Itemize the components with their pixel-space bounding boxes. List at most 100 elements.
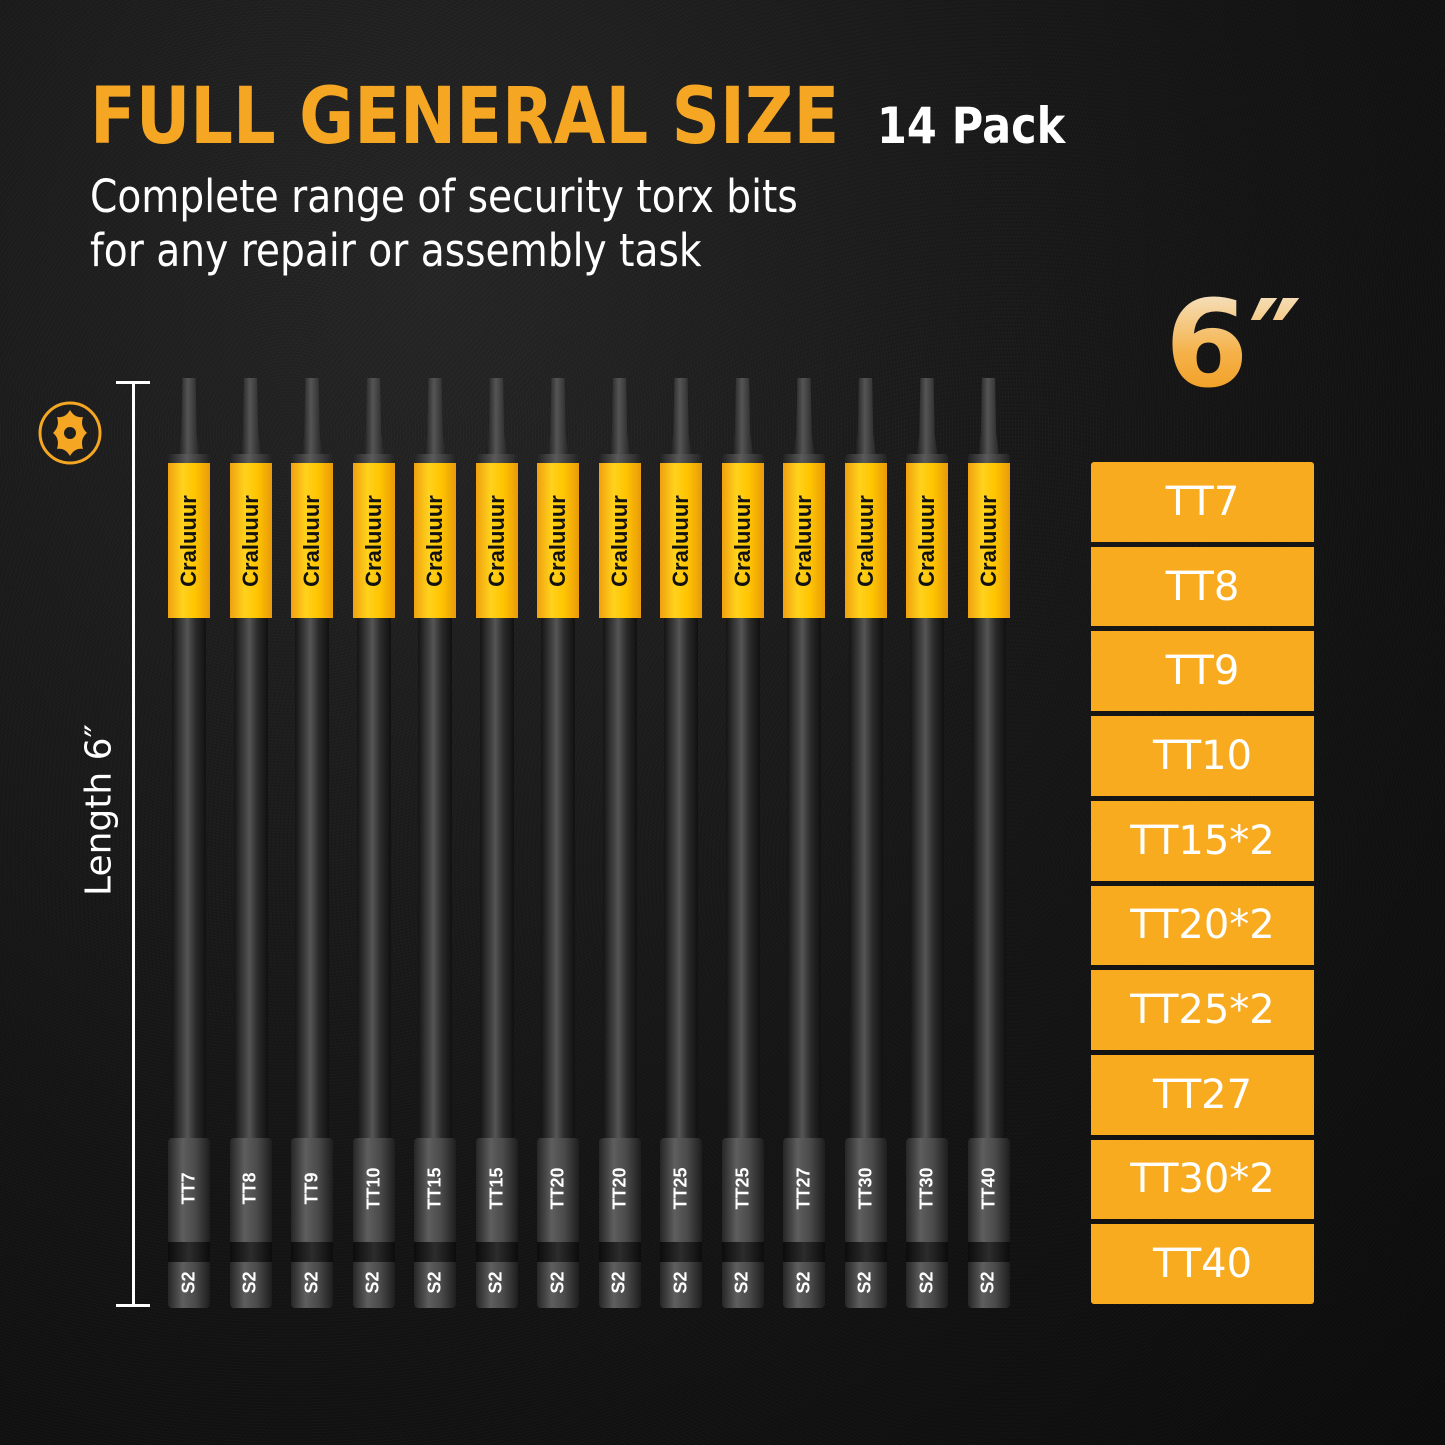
hex-shank xyxy=(229,1138,272,1308)
size-list: TT7 TT8 TT9 TT10 TT15*2 TT20*2 TT25*2 TT27 TT30*… xyxy=(1091,462,1314,1305)
headline: FULL GENERAL SIZE xyxy=(90,72,840,162)
bit-size-text: TT15 xyxy=(486,1166,507,1210)
bit-tip xyxy=(977,378,1000,458)
length-ruler xyxy=(116,381,150,1307)
brand-label: Craluuur xyxy=(352,463,395,618)
bit-size-label: TT40 xyxy=(968,1148,1010,1228)
bit-material-label: S2 xyxy=(476,1262,518,1302)
size-list-item: TT10 xyxy=(1091,716,1314,796)
brand-label: Craluuur xyxy=(414,463,456,618)
header: FULL GENERAL SIZE 14 Pack xyxy=(90,78,1096,156)
bit-material-label: S2 xyxy=(291,1262,333,1302)
subtitle: Complete range of security torx bits for… xyxy=(90,170,798,278)
size-list-item: TT8 xyxy=(1091,546,1314,627)
brand-label: Craluuur xyxy=(598,463,641,618)
shank-groove xyxy=(229,1242,272,1262)
bit-material-label: S2 xyxy=(783,1262,825,1302)
bit-material-text: S2 xyxy=(609,1270,629,1294)
shank-groove xyxy=(475,1242,518,1262)
bit-set: Craluuur TT7 S2 Craluuur TT8 S2 Craluuur… xyxy=(168,378,1018,1308)
bit-collar xyxy=(598,454,641,464)
bit-tip xyxy=(362,378,385,458)
bit-tip xyxy=(424,378,446,458)
torx-bit: Craluuur TT25 S2 xyxy=(660,378,702,1308)
bit-shaft xyxy=(541,618,575,1138)
bit-material-label: S2 xyxy=(660,1262,702,1302)
brand-label: Craluuur xyxy=(660,463,702,618)
size-list-item: TT40 xyxy=(1091,1224,1314,1305)
bit-size-text: TT40 xyxy=(978,1166,999,1210)
bit-tip xyxy=(178,378,200,458)
brand-text: Craluuur xyxy=(729,494,755,587)
bit-shaft xyxy=(848,618,883,1138)
size-list-item: TT15*2 xyxy=(1091,800,1314,881)
bit-collar xyxy=(168,454,210,464)
bit-collar xyxy=(352,454,395,464)
shank-groove xyxy=(537,1242,579,1262)
brand-text: Craluuur xyxy=(668,494,693,587)
bit-size-text: TT20 xyxy=(609,1166,630,1210)
subtitle-line-2: for any repair or assembly task xyxy=(90,224,702,277)
bit-material-text: S2 xyxy=(916,1270,937,1294)
bit-material-label: S2 xyxy=(722,1262,764,1302)
hex-shank xyxy=(844,1138,887,1308)
brand-label: Craluuur xyxy=(906,463,948,618)
bit-size-label: TT20 xyxy=(537,1148,579,1228)
bit-tip xyxy=(301,378,323,458)
bit-material-label: S2 xyxy=(414,1262,456,1302)
torx-star-icon xyxy=(38,401,102,465)
brand-text: Craluuur xyxy=(975,494,1001,587)
bit-tip xyxy=(239,378,262,458)
bit-shaft xyxy=(664,618,698,1138)
brand-label: Craluuur xyxy=(291,463,333,618)
bit-size-label: TT15 xyxy=(476,1148,518,1228)
bit-size-text: TT30 xyxy=(916,1166,937,1210)
bit-material-text: S2 xyxy=(670,1270,691,1294)
torx-bit: Craluuur TT15 S2 xyxy=(414,378,456,1308)
shank-groove xyxy=(906,1242,948,1262)
torx-bit: Craluuur TT9 S2 xyxy=(291,378,333,1308)
bit-collar xyxy=(783,454,825,464)
bit-collar xyxy=(414,454,456,464)
bit-shaft xyxy=(787,618,821,1138)
bit-material-text: S2 xyxy=(732,1270,752,1294)
bit-shaft xyxy=(725,618,760,1138)
bit-size-text: TT10 xyxy=(363,1166,384,1210)
brand-label: Craluuur xyxy=(475,463,518,618)
bit-material-label: S2 xyxy=(845,1262,887,1302)
bit-material-text: S2 xyxy=(301,1270,322,1294)
brand-text: Craluuur xyxy=(422,494,447,587)
ruler-bottom-cap xyxy=(116,1304,150,1307)
torx-bit: Craluuur TT25 S2 xyxy=(721,378,764,1308)
torx-bit: Craluuur TT8 S2 xyxy=(229,378,272,1308)
brand-label: Craluuur xyxy=(229,463,272,618)
bit-material-label: S2 xyxy=(537,1262,579,1302)
shank-groove xyxy=(660,1242,702,1262)
bit-collar xyxy=(537,454,579,464)
brand-label: Craluuur xyxy=(844,463,887,618)
hex-shank xyxy=(537,1138,579,1308)
bit-size-text: TT20 xyxy=(547,1166,568,1210)
bit-material-label: S2 xyxy=(906,1262,948,1302)
hex-shank xyxy=(475,1138,518,1308)
shank-groove xyxy=(291,1242,333,1262)
brand-text: Craluuur xyxy=(606,494,632,587)
size-list-item: TT7 xyxy=(1091,462,1314,542)
bit-material-text: S2 xyxy=(793,1270,814,1294)
bit-collar xyxy=(291,454,333,464)
bit-collar xyxy=(906,454,948,464)
shank-groove xyxy=(414,1242,456,1262)
subtitle-line-1: Complete range of security torx bits xyxy=(90,170,798,223)
bit-size-label: TT15 xyxy=(414,1148,456,1228)
bit-shaft xyxy=(971,618,1006,1138)
bit-tip xyxy=(731,378,754,458)
hex-shank xyxy=(721,1138,764,1308)
length-label: Length 6″ xyxy=(78,724,120,896)
bit-shaft xyxy=(418,618,452,1138)
torx-bit: Craluuur TT7 S2 xyxy=(168,378,210,1308)
bit-size-label: TT20 xyxy=(599,1148,641,1228)
brand-label: Craluuur xyxy=(783,463,825,618)
bit-size-label: TT8 xyxy=(230,1148,272,1228)
brand-text: Craluuur xyxy=(852,494,878,587)
brand-text: Craluuur xyxy=(791,494,816,587)
